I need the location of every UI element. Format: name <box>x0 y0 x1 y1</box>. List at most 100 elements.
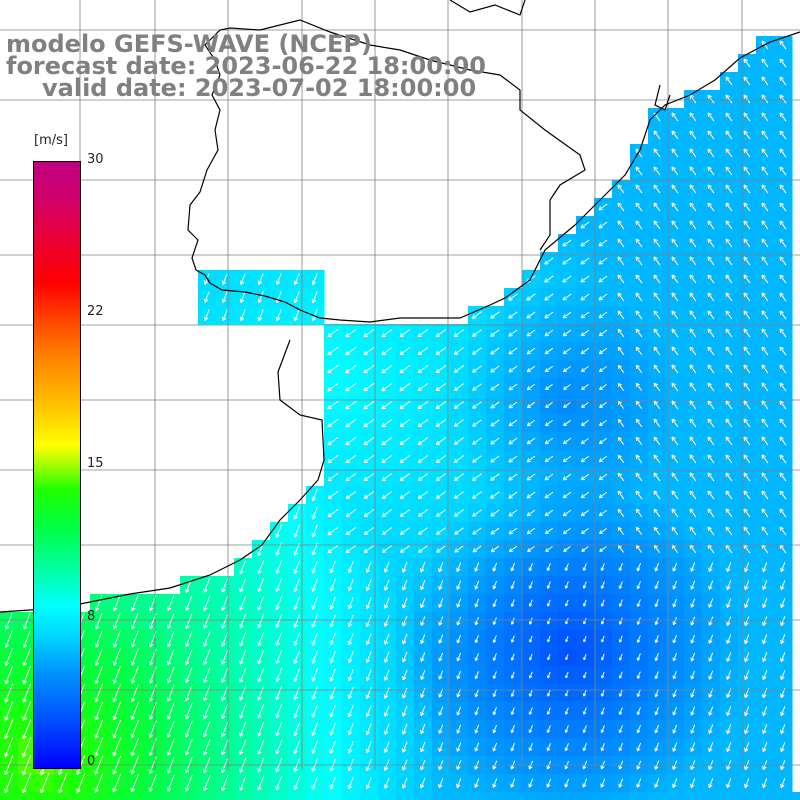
wind-vector <box>492 617 497 625</box>
wind-vector <box>689 328 697 338</box>
wind-vector <box>689 454 697 464</box>
wind-vector <box>725 508 733 518</box>
wind-vector <box>707 148 715 158</box>
wind-vector <box>689 202 697 212</box>
wind-vector <box>399 436 411 446</box>
wind-vector <box>617 382 625 391</box>
wind-vector <box>293 632 301 646</box>
wind-vector <box>327 400 339 410</box>
wind-vector <box>598 311 608 319</box>
wind-speed-cell <box>504 792 523 800</box>
wind-vector <box>4 612 13 630</box>
wind-vector <box>564 725 569 733</box>
wind-vector <box>363 364 375 374</box>
wind-vector <box>707 364 715 374</box>
wind-vector <box>311 273 318 286</box>
wind-vector <box>617 184 625 194</box>
wind-vector <box>257 595 265 611</box>
wind-vector <box>544 437 554 445</box>
wind-vector <box>580 347 590 355</box>
wind-vector <box>562 473 572 481</box>
wind-vector <box>453 419 464 427</box>
wind-vector <box>744 598 750 609</box>
wind-vector <box>653 472 661 482</box>
wind-vector <box>743 454 751 464</box>
wind-vector <box>239 721 247 737</box>
wind-vector <box>600 635 605 643</box>
wind-vector <box>275 273 282 286</box>
wind-vector <box>653 346 661 356</box>
wind-vector <box>653 328 661 338</box>
wind-vector <box>329 632 336 646</box>
wind-vector <box>653 166 661 176</box>
wind-vector <box>707 202 715 212</box>
wind-vector <box>583 654 587 661</box>
wind-speed-cell <box>468 792 487 800</box>
wind-vector <box>453 347 465 355</box>
wind-vector <box>275 650 283 665</box>
wind-vector <box>617 454 625 464</box>
wind-speed-cell <box>270 792 289 800</box>
wind-vector <box>671 130 679 140</box>
wind-vector <box>580 311 590 319</box>
wind-vector <box>636 581 641 590</box>
wind-vector <box>618 581 623 589</box>
wind-vector <box>546 563 551 572</box>
wind-vector <box>381 346 393 356</box>
wind-vector <box>743 238 751 248</box>
wind-vector <box>239 685 247 701</box>
wind-vector <box>707 490 715 500</box>
wind-vector <box>600 581 605 589</box>
wind-speed-cell <box>126 792 145 800</box>
wind-vector <box>311 740 319 754</box>
wind-vector <box>365 777 372 790</box>
wind-vector <box>562 365 571 373</box>
wind-vector <box>635 346 643 356</box>
wind-vector <box>528 653 533 661</box>
wind-vector <box>779 274 787 284</box>
wind-vector <box>780 616 786 627</box>
wind-vector <box>365 561 372 573</box>
wind-vector <box>402 615 408 627</box>
wind-vector <box>438 706 444 716</box>
wind-vector <box>221 703 229 719</box>
wind-vector <box>275 578 283 593</box>
wind-vector <box>779 382 787 392</box>
wind-vector <box>636 617 641 625</box>
wind-vector <box>239 613 247 629</box>
wind-vector <box>654 580 660 590</box>
wind-vector <box>545 402 553 409</box>
wind-vector <box>327 328 339 338</box>
wind-vector <box>546 743 551 752</box>
wind-vector <box>221 309 228 321</box>
wind-vector <box>166 631 175 648</box>
wind-vector <box>564 581 569 589</box>
wind-vector <box>130 719 139 739</box>
wind-speed-cell <box>702 792 721 800</box>
wind-vector <box>546 689 551 697</box>
wind-vector <box>221 685 229 701</box>
wind-vector <box>725 202 733 212</box>
wind-vector <box>563 546 571 552</box>
wind-vector <box>203 613 211 629</box>
wind-vector <box>94 630 103 648</box>
wind-vector <box>239 631 247 647</box>
wind-vector <box>417 455 429 464</box>
wind-vector <box>454 545 464 553</box>
wind-vector <box>761 202 769 212</box>
wind-vector <box>780 598 786 609</box>
wind-vector <box>580 329 590 337</box>
wind-vector <box>417 364 429 374</box>
wind-vector <box>779 94 787 104</box>
wind-vector <box>329 560 336 574</box>
wind-vector <box>508 419 518 427</box>
wind-vector <box>562 347 572 355</box>
wind-vector <box>762 598 768 609</box>
wind-vector <box>761 166 769 176</box>
wind-vector <box>347 686 354 700</box>
wind-vector <box>239 649 247 665</box>
wind-vector <box>471 491 482 499</box>
wind-vector <box>635 364 643 374</box>
wind-vector <box>564 599 569 607</box>
wind-vector <box>275 739 283 755</box>
